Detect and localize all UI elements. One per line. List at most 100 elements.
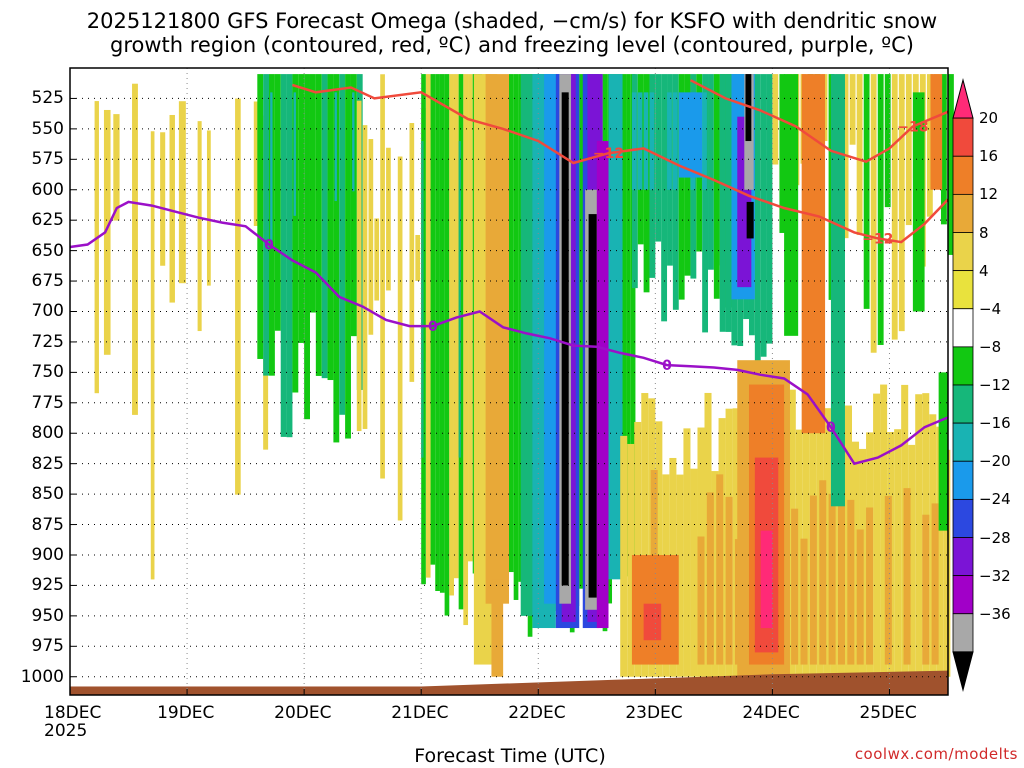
omega-cell-201 xyxy=(725,496,733,665)
omega-cell-257 xyxy=(912,92,925,312)
omega-cell-33 xyxy=(352,92,355,192)
colorbar-swatch-13 xyxy=(952,575,974,615)
dgz-contour-minus18-label-0: −18 xyxy=(897,119,928,135)
omega-cell-42 xyxy=(397,156,403,521)
gridlines xyxy=(70,68,948,695)
y-tick-label-775: 775 xyxy=(31,392,64,413)
y-tick-label-575: 575 xyxy=(31,149,64,170)
omega-cell-57 xyxy=(458,141,462,458)
colorbar-label-11: −28 xyxy=(979,528,1011,547)
omega-cell-189 xyxy=(894,429,902,677)
omega-cell-50 xyxy=(430,74,436,565)
omega-cell-54 xyxy=(449,74,454,596)
omega-cell-94 xyxy=(626,74,631,577)
omega-cell-6 xyxy=(169,114,175,303)
omega-cell-36 xyxy=(362,125,368,429)
omega-cell-239 xyxy=(856,74,863,236)
omega-cell-211 xyxy=(819,480,827,665)
omega-cell-176 xyxy=(802,399,810,677)
omega-cell-4 xyxy=(150,131,155,580)
omega-cell-32 xyxy=(350,74,357,337)
omega-cell-84 xyxy=(579,74,584,589)
site-credit[interactable]: coolwx.com/modelts xyxy=(854,745,1018,763)
colorbar-label-1: 16 xyxy=(979,147,999,166)
omega-cell-198 xyxy=(697,536,705,665)
omega-cell-95 xyxy=(630,74,636,590)
omega-cell-254 xyxy=(801,74,826,434)
omega-cell-252 xyxy=(948,74,954,255)
colorbar-swatch-2 xyxy=(952,155,974,195)
omega-cell-183 xyxy=(852,441,860,677)
omega-cell-21 xyxy=(293,92,296,216)
y-tick-label-825: 825 xyxy=(31,453,64,474)
omega-cell-105 xyxy=(561,92,569,586)
omega-cell-186 xyxy=(873,393,881,677)
omega-cell-129 xyxy=(702,92,707,190)
omega-cell-48 xyxy=(421,141,424,458)
omega-cell-131 xyxy=(713,74,720,299)
colorbar-label-12: −32 xyxy=(979,566,1011,585)
omega-cell-59 xyxy=(468,74,473,562)
omega-cell-253 xyxy=(930,74,943,190)
colorbar-swatch-11 xyxy=(952,498,974,538)
omega-cell-24 xyxy=(309,74,316,313)
omega-cell-192 xyxy=(915,394,923,677)
y-tick-label-950: 950 xyxy=(31,605,64,626)
colorbar-swatch-14 xyxy=(952,613,974,653)
omega-cell-130 xyxy=(708,74,714,270)
colorbar-label-5: −4 xyxy=(979,299,1002,318)
dgz-contour-minus18-line xyxy=(689,79,949,164)
omega-cell-45 xyxy=(415,234,421,281)
omega-cell-37 xyxy=(368,139,374,335)
dgz-contour-minus12: −12 −12 xyxy=(292,83,949,247)
plot-frame xyxy=(69,67,949,696)
omega-cell-150 xyxy=(620,435,628,677)
omega-cell-39 xyxy=(380,74,385,479)
omega-cell-112 xyxy=(637,92,643,190)
colorbar-label-10: −24 xyxy=(979,490,1011,509)
chart-title-line-2: growth region (contoured, red, ºC) and f… xyxy=(110,33,914,57)
y-tick-label-750: 750 xyxy=(31,362,64,383)
omega-cell-31 xyxy=(345,74,351,439)
omega-cell-93 xyxy=(621,74,627,597)
omega-cell-241 xyxy=(870,74,877,353)
colorbar-swatch-5 xyxy=(952,270,974,310)
y-tick-label-525: 525 xyxy=(31,88,64,109)
dgz-contour-minus18: −18 xyxy=(689,79,949,164)
omega-cell-151 xyxy=(627,443,635,677)
omega-cell-52 xyxy=(439,74,445,593)
colorbar-label-4: 4 xyxy=(979,261,989,280)
omega-cell-14 xyxy=(263,74,270,376)
omega-cell-212 xyxy=(828,493,836,665)
dgz-contour-minus12-line xyxy=(292,83,949,244)
colorbar-label-3: 8 xyxy=(979,223,989,242)
omega-cell-143 xyxy=(760,74,767,357)
omega-cell-17 xyxy=(274,74,281,331)
y-tick-label-900: 900 xyxy=(31,544,64,565)
omega-cell-240 xyxy=(863,74,870,309)
omega-cell-16 xyxy=(270,92,273,245)
omega-cell-246 xyxy=(905,74,912,226)
omega-cell-0 xyxy=(94,101,99,394)
omega-cell-108 xyxy=(596,141,609,629)
x-tick-label-20dec: 20DEC xyxy=(274,703,332,723)
colorbar-label-2: 12 xyxy=(979,185,999,204)
y-tick-label-875: 875 xyxy=(31,514,64,535)
omega-cell-217 xyxy=(884,495,892,665)
omega-cell-25 xyxy=(315,74,322,376)
omega-cell-251 xyxy=(940,74,947,225)
omega-cell-3 xyxy=(132,83,138,415)
colorbar-label-0: 20 xyxy=(979,109,999,128)
y-tick-label-550: 550 xyxy=(31,118,64,139)
omega-cell-55 xyxy=(453,74,459,579)
omega-cell-227 xyxy=(772,74,779,165)
omega-cell-175 xyxy=(795,429,803,677)
omega-cell-120 xyxy=(667,92,672,190)
y-tick-label-975: 975 xyxy=(31,636,64,657)
omega-cell-159 xyxy=(683,428,691,677)
colorbar-swatch-4 xyxy=(952,232,974,272)
omega-cell-179 xyxy=(823,408,831,677)
omega-cell-224 xyxy=(760,530,773,629)
omega-cell-51 xyxy=(435,74,440,592)
